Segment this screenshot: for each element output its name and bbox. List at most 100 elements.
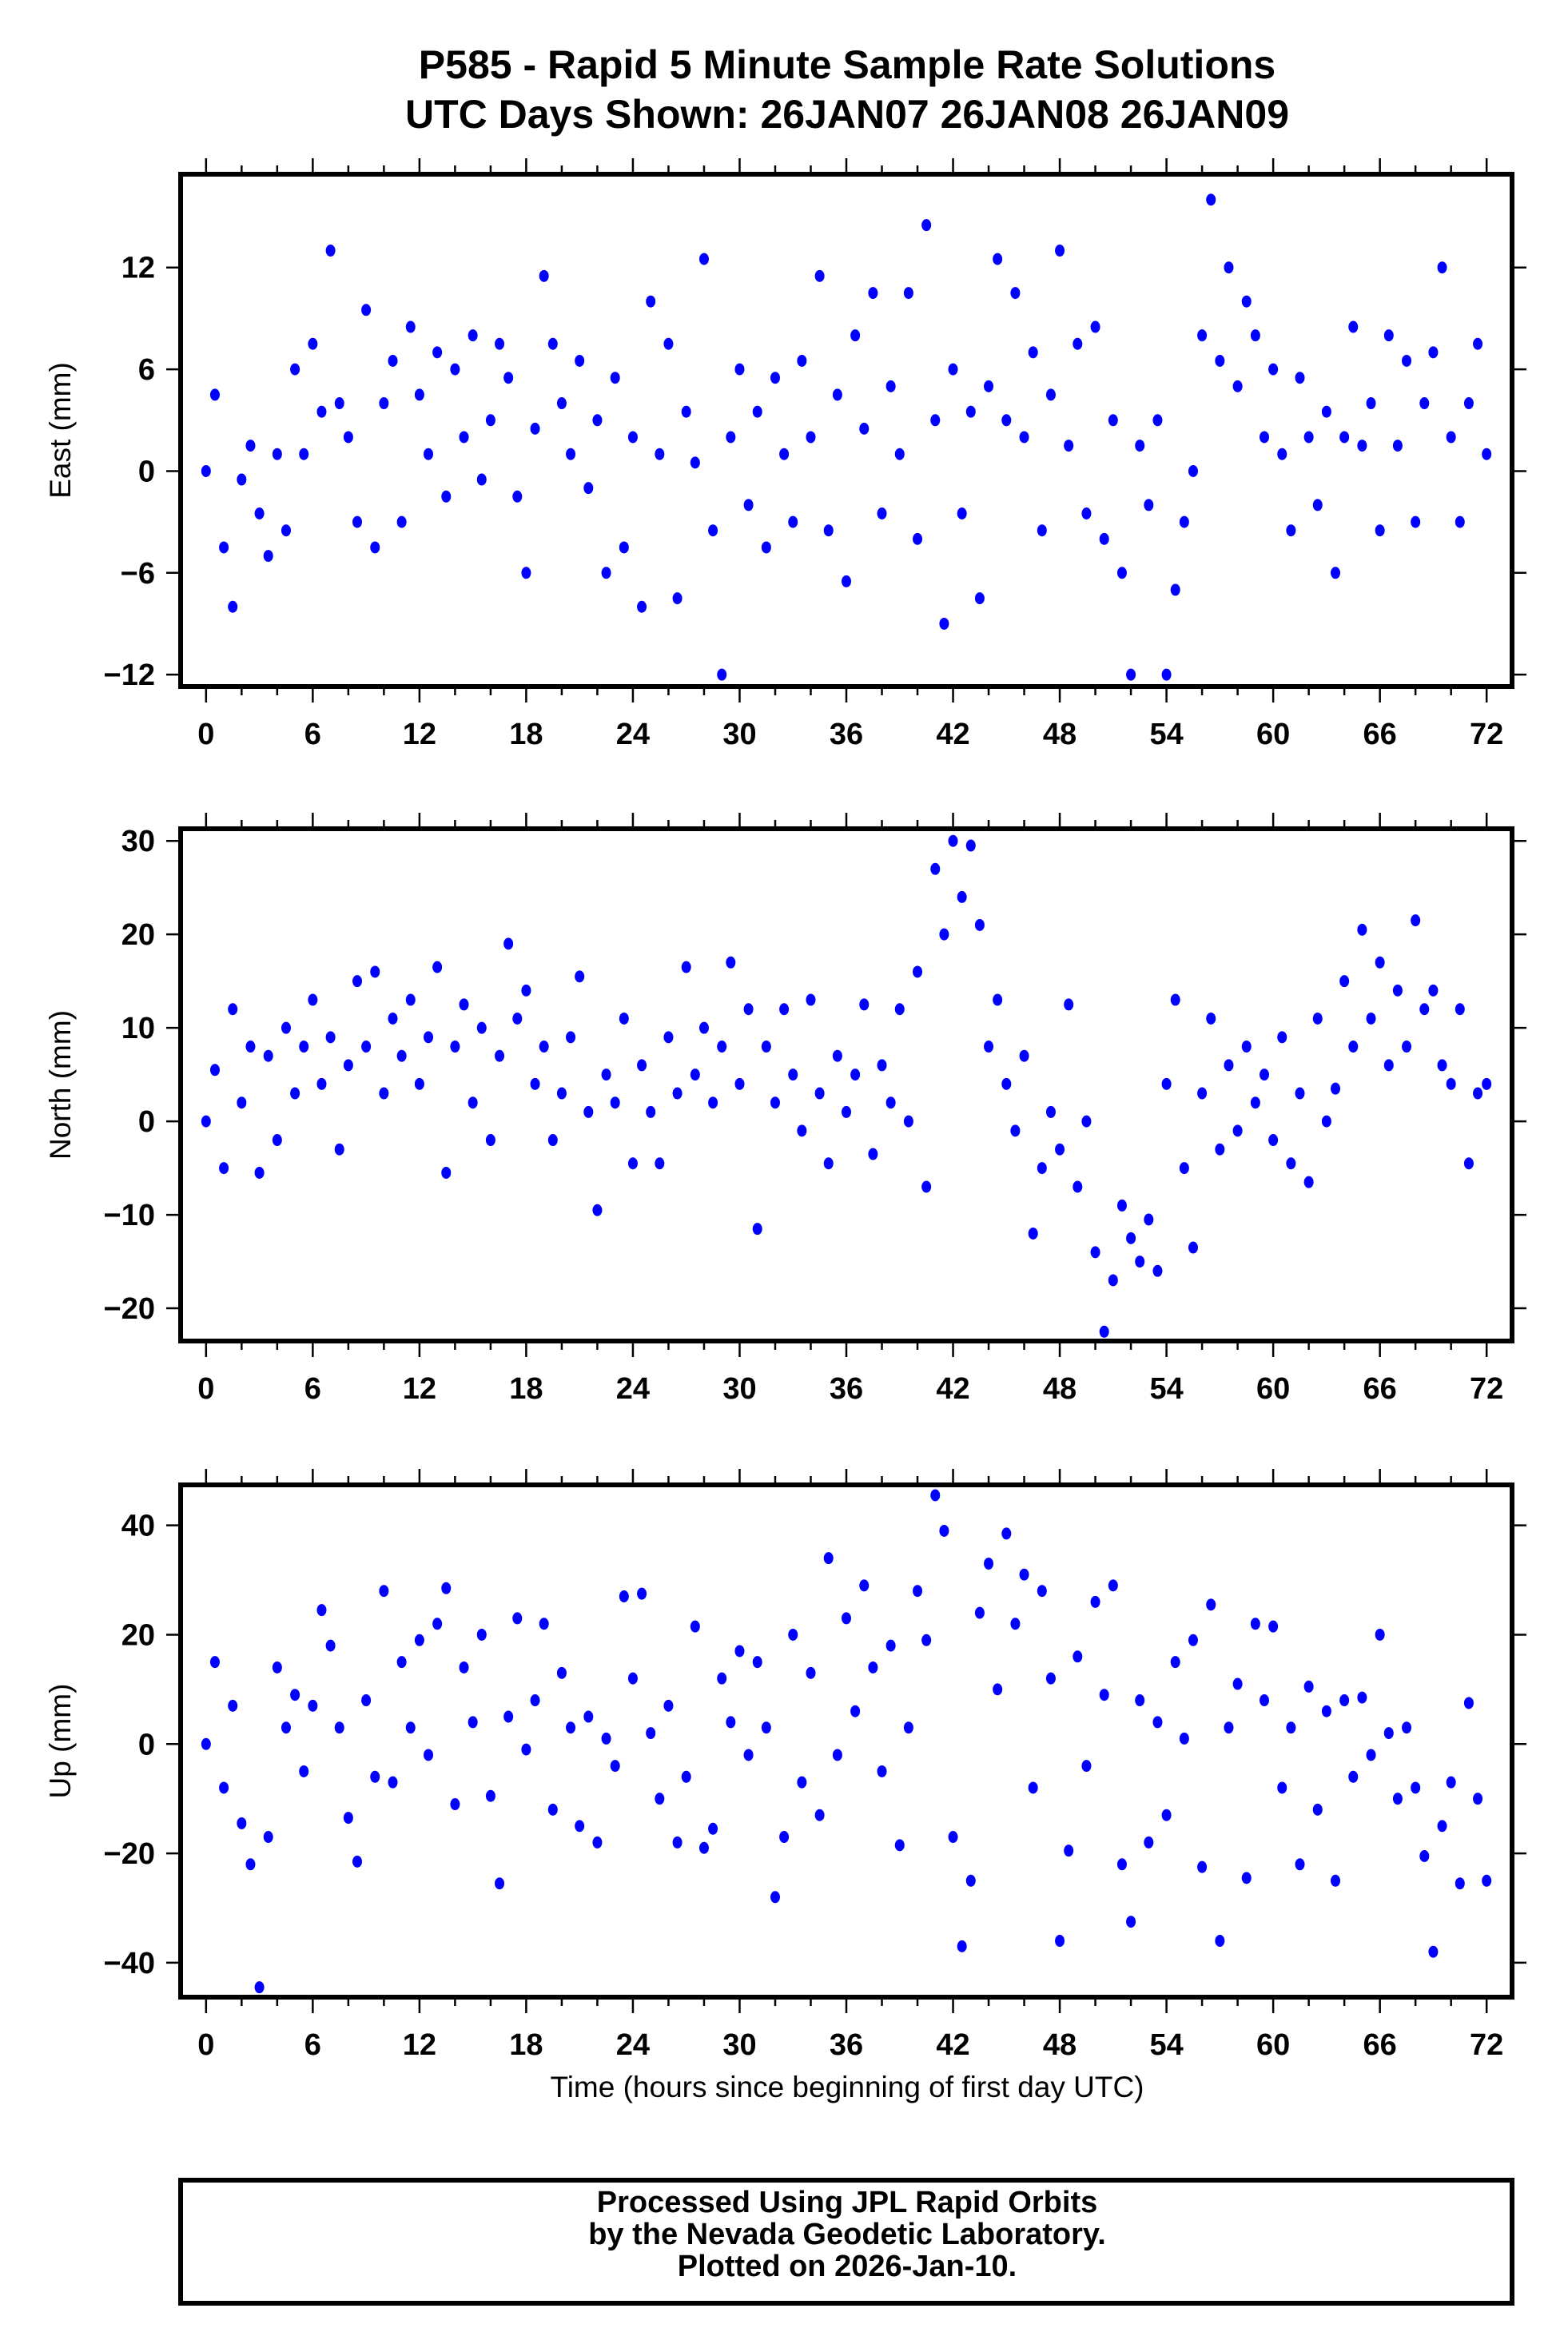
east-data-point <box>370 541 380 554</box>
east-data-point <box>698 253 709 265</box>
east-data-point <box>637 600 647 613</box>
up-data-point <box>1081 1760 1092 1773</box>
east-data-point <box>583 482 594 495</box>
north-data-point <box>1411 914 1421 927</box>
up-data-point <box>1295 1858 1305 1871</box>
east-data-point <box>575 354 585 367</box>
north-data-point <box>521 984 531 997</box>
up-data-point <box>1357 1691 1367 1704</box>
north-data-point <box>263 1049 273 1062</box>
east-data-point <box>842 575 851 587</box>
up-data-point <box>547 1803 558 1816</box>
north-data-point <box>655 1157 665 1170</box>
east-data-point <box>1446 431 1456 444</box>
up-data-point <box>974 1606 985 1619</box>
up-data-point <box>476 1628 487 1641</box>
y-tick-label: 0 <box>138 455 155 488</box>
north-data-point <box>646 1105 656 1118</box>
north-data-point <box>1366 1012 1376 1025</box>
east-data-point <box>921 219 932 232</box>
x-tick-label: 42 <box>936 2028 969 2062</box>
up-data-point <box>637 1587 647 1600</box>
north-data-point <box>921 1180 932 1193</box>
up-data-point <box>1001 1527 1012 1540</box>
east-data-point <box>655 448 665 460</box>
north-data-point <box>1357 923 1367 936</box>
east-data-point <box>432 346 443 359</box>
up-data-point <box>334 1721 344 1734</box>
up-data-point <box>655 1793 665 1805</box>
y-tick-label: 20 <box>121 918 155 952</box>
north-data-point <box>459 998 469 1011</box>
east-data-point <box>450 363 460 376</box>
north-data-point <box>610 1096 620 1109</box>
up-data-point <box>299 1765 309 1777</box>
east-data-point <box>1321 405 1331 418</box>
north-data-point <box>681 961 691 973</box>
up-data-point <box>1064 1845 1074 1857</box>
y-axis-label: North (mm) <box>44 1010 77 1160</box>
north-data-point <box>993 993 1003 1006</box>
up-data-point <box>1366 1749 1376 1761</box>
east-data-point <box>1081 507 1092 520</box>
east-data-point <box>984 380 994 392</box>
up-data-point <box>1446 1776 1456 1789</box>
north-data-point <box>877 1059 887 1072</box>
north-data-point <box>1428 984 1439 997</box>
up-data-point <box>842 1612 851 1625</box>
north-data-point <box>1001 1077 1012 1090</box>
east-data-point <box>913 532 923 545</box>
east-data-point <box>272 448 282 460</box>
up-data-point <box>245 1858 256 1871</box>
east-data-point <box>859 422 870 435</box>
east-data-point <box>1135 440 1145 452</box>
north-data-point <box>1188 1241 1198 1254</box>
up-data-point <box>1375 1628 1385 1641</box>
east-data-point <box>485 414 495 427</box>
east-data-point <box>930 414 941 427</box>
plot-frame <box>178 172 1514 689</box>
east-data-point <box>850 329 861 342</box>
up-data-point <box>1277 1781 1287 1794</box>
east-data-point <box>503 372 514 384</box>
north-data-point <box>1108 1274 1118 1287</box>
up-data-point <box>1383 1727 1394 1740</box>
north-data-point <box>476 1021 487 1034</box>
north-data-point <box>1286 1157 1296 1170</box>
up-data-point <box>894 1839 905 1852</box>
up-data-point <box>646 1727 656 1740</box>
north-data-point <box>806 993 816 1006</box>
north-data-point <box>1268 1134 1279 1147</box>
east-data-point <box>396 515 407 528</box>
north-data-point <box>441 1166 452 1179</box>
up-data-point <box>343 1812 353 1825</box>
east-data-point <box>1437 261 1447 274</box>
east-data-point <box>237 473 247 486</box>
up-data-point <box>424 1749 434 1761</box>
east-data-point <box>325 245 336 257</box>
up-data-point <box>921 1634 932 1646</box>
up-data-point <box>450 1798 460 1811</box>
north-data-point <box>512 1012 523 1025</box>
north-data-point <box>913 965 923 978</box>
north-data-point <box>1259 1069 1269 1081</box>
up-data-point <box>539 1618 549 1630</box>
x-tick-label: 66 <box>1363 1372 1397 1406</box>
east-data-point <box>219 541 229 554</box>
y-tick-label: −12 <box>104 659 155 692</box>
up-data-point <box>1312 1803 1323 1816</box>
north-data-point <box>228 1003 238 1016</box>
north-data-point <box>939 928 949 941</box>
east-data-point <box>610 372 620 384</box>
up-data-point <box>290 1689 300 1701</box>
x-tick-label: 24 <box>616 2028 650 2062</box>
east-data-point <box>761 541 771 554</box>
x-tick-label: 0 <box>197 718 214 751</box>
east-data-point <box>814 269 825 282</box>
east-data-point <box>1357 440 1367 452</box>
north-data-point <box>1392 984 1403 997</box>
x-tick-label: 60 <box>1256 1372 1290 1406</box>
east-data-point <box>343 431 353 444</box>
north-data-point <box>1215 1143 1225 1156</box>
north-data-point <box>1473 1087 1483 1100</box>
